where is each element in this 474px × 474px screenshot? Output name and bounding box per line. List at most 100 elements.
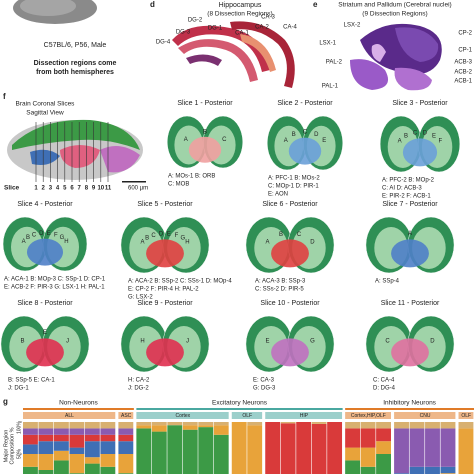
- bar-segment: [345, 460, 361, 474]
- slice-legend: G: DG-3: [253, 386, 276, 392]
- bar-segment: [100, 422, 116, 429]
- bar-segment: [182, 429, 198, 474]
- slice-title: Slice 7 - Posterior: [382, 201, 438, 208]
- bar-segment: [376, 454, 391, 474]
- bar-segment: [247, 422, 263, 426]
- core-region: [27, 238, 63, 266]
- slice-legend: A: ACA-1 B: MOp-3 C: SSp-1 D: CP-1: [4, 277, 106, 283]
- bar-segment: [360, 447, 376, 467]
- slice-legend: C: MOp-1 D: PIR-1: [268, 184, 319, 190]
- region-letter: C: [151, 233, 156, 239]
- bar-segment: [151, 431, 167, 474]
- bar-segment: [118, 441, 134, 454]
- panel-letter: f: [3, 92, 6, 101]
- bar-segment: [38, 454, 54, 470]
- bar-segment: [198, 425, 214, 428]
- bar-segment: [213, 434, 229, 474]
- region-letter: D: [310, 240, 315, 246]
- region-letter: F: [438, 139, 442, 145]
- bar-segment: [425, 466, 440, 474]
- bar-segment: [100, 454, 116, 467]
- slice-legend: E: ACB-2 F: PIR-3 G: LSX-1 H: PAL-1: [4, 285, 105, 291]
- subgroup-header: [394, 412, 456, 419]
- bar-segment: [53, 460, 69, 474]
- region-label: LSX-1: [319, 41, 336, 47]
- region-letter: C: [303, 130, 308, 136]
- slice-number: 8: [85, 186, 89, 192]
- bar-segment: [53, 428, 69, 435]
- bar-segment: [69, 428, 85, 435]
- sagittal-view: [7, 119, 146, 183]
- region-letter: C: [413, 131, 418, 137]
- slice-legend: E: CP-2 F: PIR-4 H: PAL-2: [128, 287, 199, 293]
- slice-legend: C: CA-4: [373, 378, 395, 384]
- bar-segment: [360, 428, 376, 448]
- bar-segment: [84, 441, 100, 458]
- core-region: [271, 338, 309, 367]
- region-letter: A: [398, 139, 402, 145]
- slice-legend: C: AI D: ACB-3: [382, 186, 422, 192]
- region-letter: E: [167, 231, 171, 237]
- bar-segment: [296, 422, 312, 474]
- group-label: Excitatory Neurons: [212, 400, 268, 407]
- region-letter: C: [297, 232, 302, 238]
- bar-segment: [136, 425, 152, 429]
- subgroup-label: CNU: [420, 413, 431, 419]
- region-letter: D: [314, 132, 319, 138]
- bar-segment: [23, 466, 38, 474]
- subgroup-label: OLF: [242, 413, 252, 419]
- slice-title: Slice 3 - Posterior: [392, 100, 448, 107]
- bar-segment: [182, 422, 198, 426]
- region-letter: B: [145, 236, 149, 242]
- bar-segment: [136, 428, 152, 474]
- bar-segment: [394, 422, 409, 429]
- slice-title: Slice 2 - Posterior: [277, 100, 333, 107]
- bar-segment: [84, 463, 100, 474]
- slice-legend: A: MOs-1 B: ORB: [168, 174, 215, 180]
- bar-segment: [376, 428, 391, 442]
- slice-legend: E: PIR-2 F: ACB-1: [382, 194, 431, 200]
- bar-segment: [327, 422, 343, 474]
- bar-segment: [376, 422, 391, 429]
- subgroup-label: ALL: [65, 413, 74, 419]
- bar-segment: [118, 454, 134, 474]
- note: from both hemispheres: [36, 69, 114, 76]
- region-label: PAL-2: [326, 60, 343, 66]
- bar-segment: [213, 422, 229, 426]
- slice-title: Slice 5 - Posterior: [137, 201, 193, 208]
- bar-segment: [53, 422, 69, 429]
- bar-segment: [440, 428, 456, 467]
- bar-segment: [425, 428, 440, 467]
- subgroup-label: HIP: [300, 413, 309, 419]
- hippocampus-drawing: [172, 21, 295, 89]
- slice-title: Slice 6 - Posterior: [262, 201, 318, 208]
- bar-segment: [182, 425, 198, 430]
- bar-segment: [360, 466, 376, 474]
- subgroup-label: Cortex: [175, 413, 190, 419]
- region-label: ACB-1: [454, 79, 472, 85]
- region-label: CA-3: [261, 15, 275, 21]
- bar-segment: [280, 423, 296, 474]
- bar-segment: [151, 422, 167, 426]
- bar-segment: [409, 428, 425, 467]
- region-letter: F: [175, 233, 179, 239]
- slice-number: 11: [105, 186, 112, 192]
- slice-title: Slice 9 - Posterior: [137, 300, 193, 307]
- bar-segment: [69, 454, 85, 474]
- region-letter: B: [21, 339, 25, 345]
- bar-segment: [38, 434, 54, 442]
- slice-label: Slice: [4, 185, 20, 192]
- panel-letter: g: [3, 397, 8, 406]
- core-region: [188, 136, 222, 163]
- region-letter: B: [26, 235, 30, 241]
- slice-title: Slice 10 - Posterior: [260, 300, 320, 307]
- region-letter: C: [32, 232, 37, 238]
- bar-segment: [23, 422, 38, 429]
- region-label: CA-2: [255, 25, 269, 31]
- striatum-drawing: [350, 23, 442, 91]
- slice-number: 10: [97, 186, 104, 192]
- bar-segment: [198, 427, 214, 474]
- bar-segment: [425, 422, 440, 429]
- note: Dissection regions come: [34, 60, 117, 67]
- bar-segment: [100, 466, 116, 474]
